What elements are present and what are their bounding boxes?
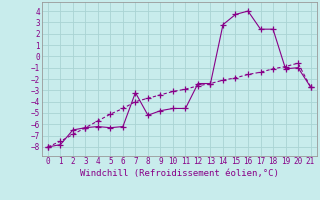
X-axis label: Windchill (Refroidissement éolien,°C): Windchill (Refroidissement éolien,°C): [80, 169, 279, 178]
